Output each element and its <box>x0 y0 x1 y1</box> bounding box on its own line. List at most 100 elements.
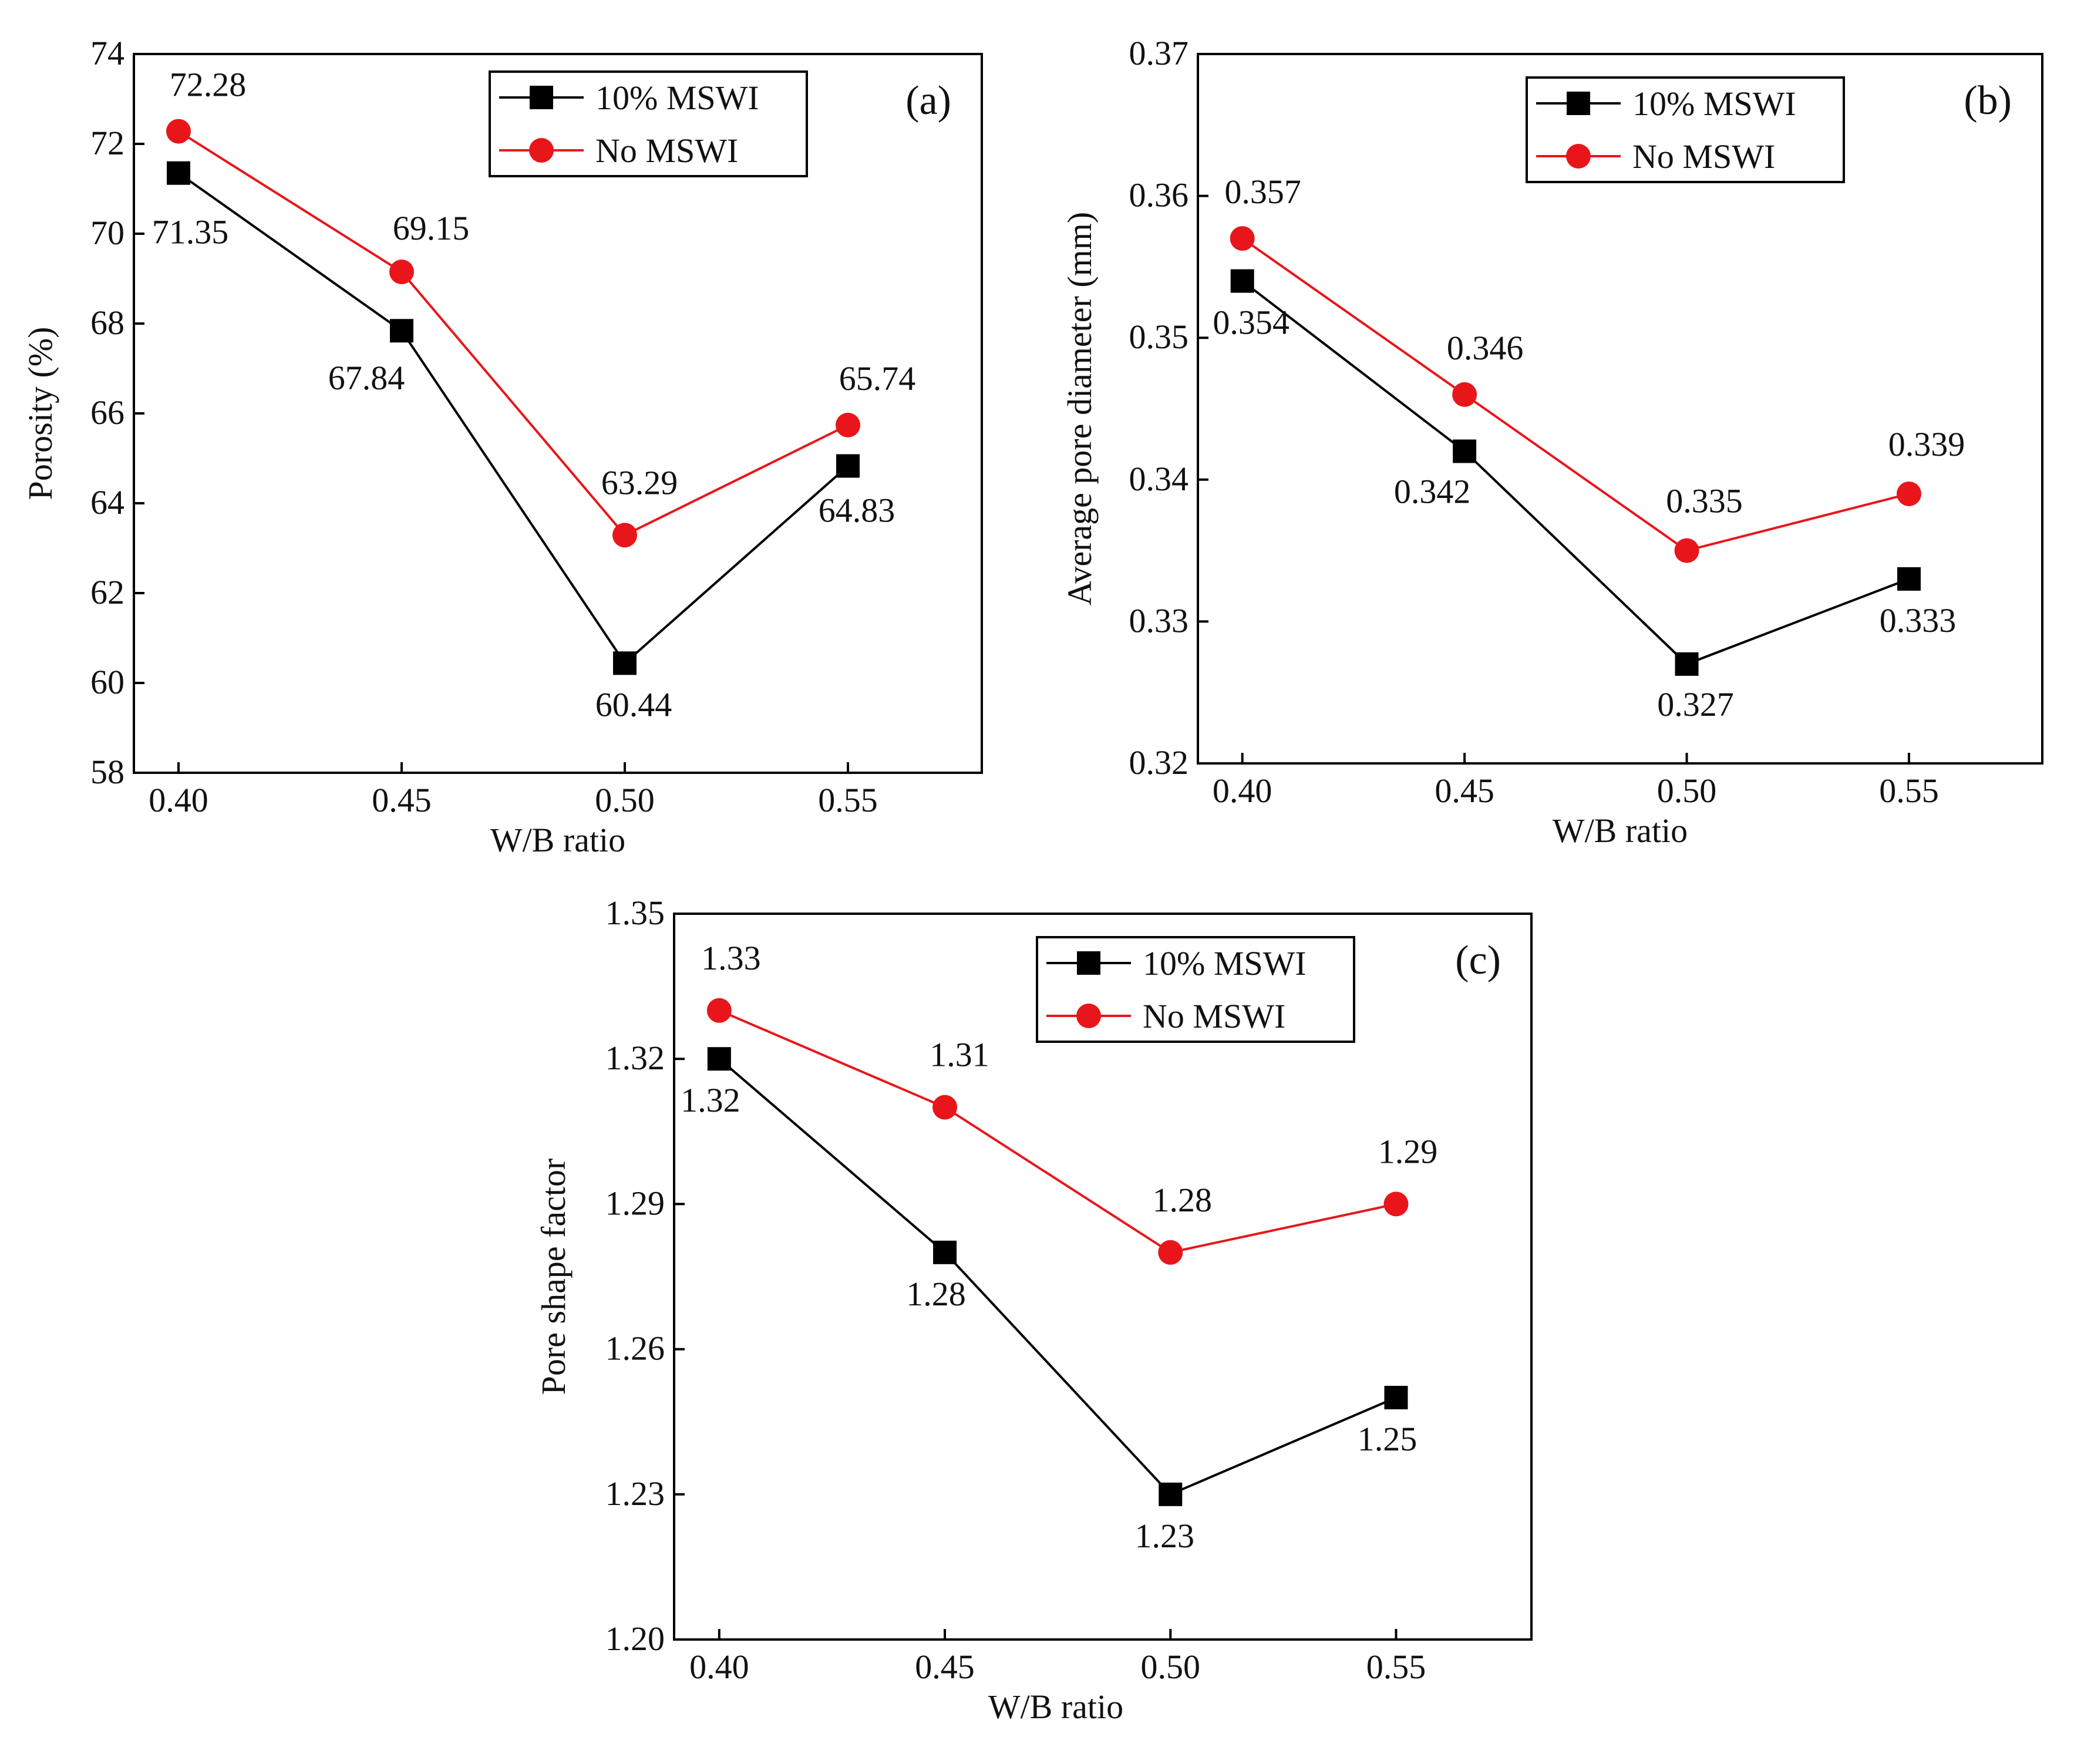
legend-square-marker <box>1567 92 1590 115</box>
x-tick-label: 0.40 <box>689 1648 749 1686</box>
y-tick-label: 64 <box>90 483 124 521</box>
y-tick-label: 60 <box>90 663 124 701</box>
x-tick-label: 0.45 <box>1435 772 1494 810</box>
data-point-square <box>836 454 860 478</box>
y-tick-label: 1.29 <box>605 1184 665 1222</box>
y-axis-title: Porosity (%) <box>21 327 59 500</box>
legend-label: 10% MSWI <box>1632 85 1796 123</box>
data-point-square <box>1675 652 1699 676</box>
chart-panel-2: 0.32 0.33 0.34 0.35 0.36 0.37 0.40 0.45 0.50 0.55… <box>1060 34 2043 850</box>
series-line-2 <box>1241 237 1910 552</box>
data-point-square <box>1384 1386 1408 1409</box>
x-axis-title: W/B ratio <box>988 1688 1123 1726</box>
legend-square-marker <box>1077 951 1100 975</box>
data-point-square <box>1159 1482 1183 1506</box>
x-tick-label: 0.50 <box>1141 1648 1201 1686</box>
data-point-circle <box>1452 382 1477 407</box>
data-label: 0.357 <box>1224 173 1301 211</box>
y-tick-label: 68 <box>90 304 124 342</box>
x-tick-label: 0.45 <box>915 1648 975 1686</box>
legend-label: No MSWI <box>1632 137 1775 176</box>
plot-frame <box>673 913 1533 1641</box>
y-tick-label: 0.37 <box>1129 34 1189 72</box>
data-point-circle <box>1383 1191 1409 1217</box>
legend-label: No MSWI <box>1143 997 1285 1035</box>
legend-label: 10% MSWI <box>595 79 759 117</box>
legend-label: No MSWI <box>595 132 738 170</box>
y-tick-label: 1.32 <box>605 1039 665 1077</box>
x-axis-title: W/B ratio <box>1553 812 1688 850</box>
data-label: 0.346 <box>1447 329 1524 367</box>
data-label: 1.32 <box>681 1081 740 1119</box>
panel-tag: (b) <box>1964 78 2012 123</box>
data-point-square <box>613 651 637 675</box>
data-point-square <box>167 161 190 185</box>
legend: 10% MSWI No MSWI <box>1526 76 1845 183</box>
legend-square-marker <box>530 86 553 109</box>
data-label: 1.28 <box>1153 1181 1213 1219</box>
x-tick-label: 0.55 <box>1879 772 1939 810</box>
y-tick-label: 0.32 <box>1129 743 1189 782</box>
data-label: 63.29 <box>601 463 678 501</box>
data-point-square <box>933 1240 957 1264</box>
y-tick-label: 1.35 <box>605 894 665 932</box>
legend-circle-marker <box>1566 144 1591 169</box>
series-line-2 <box>177 130 849 537</box>
data-label: 1.33 <box>701 939 761 977</box>
data-label: 1.29 <box>1378 1132 1438 1170</box>
chart-panel-3: 1.20 1.23 1.26 1.29 1.32 1.35 0.40 0.45 0.50 0.55… <box>534 894 1533 1726</box>
y-tick-label: 0.34 <box>1129 460 1189 498</box>
data-label: 1.31 <box>930 1036 989 1074</box>
data-label: 1.28 <box>906 1275 966 1313</box>
data-point-circle <box>1674 538 1699 563</box>
data-label: 0.327 <box>1657 685 1734 723</box>
y-tick-label: 58 <box>90 753 124 791</box>
y-axis-title: Average pore diameter (mm) <box>1060 212 1099 605</box>
data-point-square <box>707 1047 731 1071</box>
x-tick-label: 0.55 <box>818 781 878 819</box>
data-label: 0.339 <box>1888 425 1965 463</box>
y-tick-label: 1.20 <box>605 1620 665 1658</box>
data-point-circle <box>166 119 191 144</box>
series-line-1 <box>718 1058 1397 1496</box>
data-label: 1.25 <box>1358 1420 1418 1458</box>
data-label: 0.342 <box>1394 472 1471 510</box>
panel-tag: (a) <box>905 78 951 123</box>
data-point-square <box>390 319 413 343</box>
data-label: 1.23 <box>1135 1517 1195 1555</box>
data-label: 72.28 <box>170 66 247 104</box>
y-tick-label: 0.36 <box>1129 176 1189 214</box>
x-tick-label: 0.45 <box>372 781 432 819</box>
y-tick-label: 0.33 <box>1129 601 1189 639</box>
data-label: 69.15 <box>393 209 470 247</box>
y-tick-label: 0.35 <box>1129 318 1189 356</box>
y-tick-label: 62 <box>90 573 124 611</box>
data-point-circle <box>1896 481 1921 506</box>
data-label: 60.44 <box>595 685 672 723</box>
data-point-circle <box>836 412 860 437</box>
series-line-1 <box>1241 280 1910 666</box>
x-tick-label: 0.40 <box>1213 772 1272 810</box>
data-label: 64.83 <box>819 492 895 530</box>
series-line-2 <box>719 1009 1396 1254</box>
data-label: 0.354 <box>1213 304 1289 342</box>
data-point-circle <box>932 1095 958 1120</box>
legend: 10% MSWI No MSWI <box>489 70 808 177</box>
y-tick-label: 1.26 <box>605 1329 665 1368</box>
data-point-circle <box>612 523 637 548</box>
y-axis-title: Pore shape factor <box>534 1159 573 1395</box>
legend: 10% MSWI No MSWI <box>1036 936 1355 1043</box>
x-tick-label: 0.55 <box>1366 1648 1426 1686</box>
data-point-circle <box>389 260 414 285</box>
legend-circle-marker <box>1076 1004 1101 1028</box>
legend-label: 10% MSWI <box>1143 944 1307 982</box>
panel-tag: (c) <box>1455 938 1501 983</box>
data-point-square <box>1230 269 1254 293</box>
series-line-1 <box>177 172 849 665</box>
data-point-circle <box>1158 1240 1183 1265</box>
legend-circle-marker <box>529 138 554 163</box>
y-tick-label: 74 <box>90 34 124 72</box>
data-label: 0.335 <box>1666 482 1743 520</box>
data-point-square <box>1897 567 1921 591</box>
